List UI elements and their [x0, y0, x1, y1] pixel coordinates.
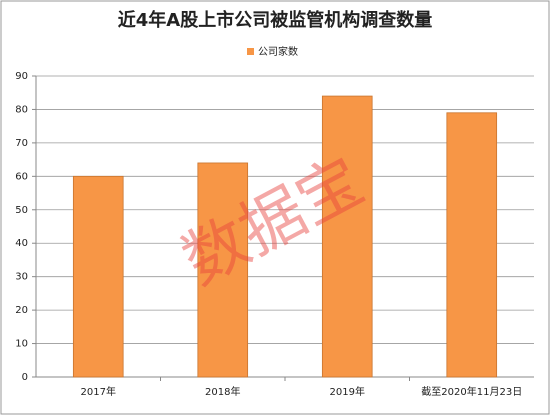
y-tick-label: 80 [15, 104, 28, 115]
chart-title: 近4年A股上市公司被监管机构调查数量 [118, 9, 432, 31]
y-tick-label: 10 [15, 339, 28, 350]
bar [72, 175, 124, 378]
y-tick-label: 60 [15, 171, 28, 182]
y-tick-label: 50 [15, 205, 28, 216]
y-tick-label: 20 [15, 305, 28, 316]
y-tick-label: 70 [15, 138, 28, 149]
legend-swatch [247, 48, 254, 55]
x-tick-label: 截至2020年11月23日 [421, 385, 522, 398]
y-tick-label: 30 [15, 272, 28, 283]
y-tick-label: 40 [15, 238, 28, 249]
bar [321, 95, 373, 378]
x-tick-label: 2019年 [330, 385, 365, 398]
legend-label: 公司家数 [258, 45, 298, 58]
bar [446, 112, 498, 378]
x-tick-label: 2018年 [205, 385, 240, 398]
y-tick-label: 90 [15, 71, 28, 82]
x-tick-label: 2017年 [81, 385, 116, 398]
y-tick-label: 0 [22, 372, 28, 383]
bar [197, 162, 249, 378]
